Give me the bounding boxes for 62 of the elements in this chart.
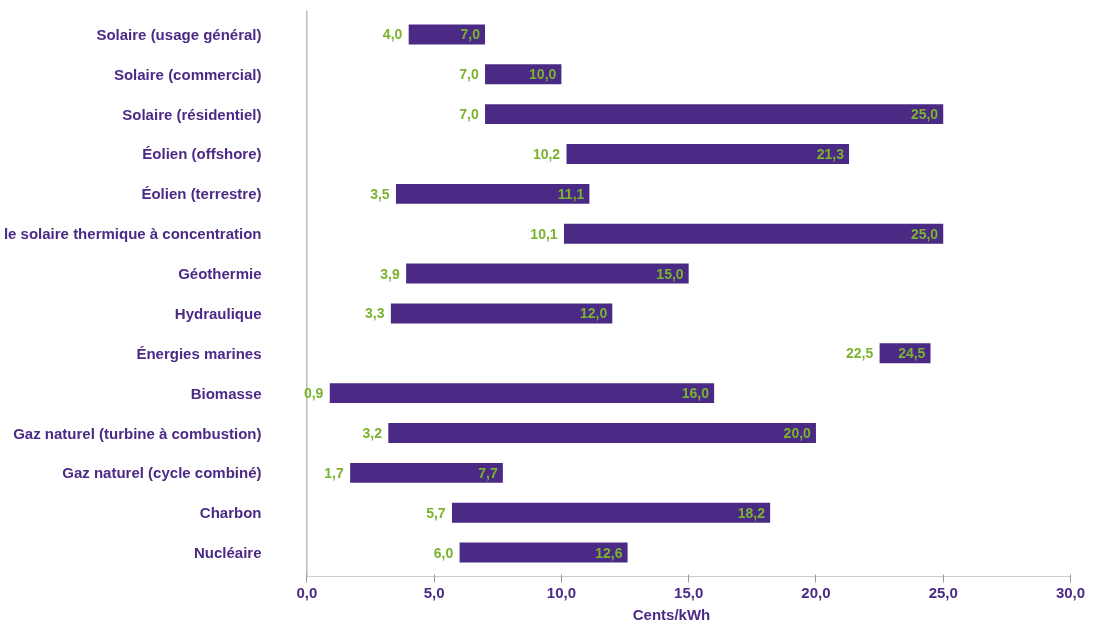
bar — [566, 144, 850, 164]
x-tick-label: 25,0 — [928, 583, 958, 601]
annotation: 3,3 — [365, 305, 385, 322]
annotation: 7,0 — [459, 106, 479, 123]
bar — [388, 423, 816, 443]
y-tick-label: Hydraulique — [174, 304, 262, 322]
annotation: 1,7 — [324, 464, 344, 481]
data-label: 21,3 — [816, 145, 845, 162]
x-tick-label: 20,0 — [801, 583, 831, 601]
data-label: 7,0 — [460, 26, 481, 43]
data-label: 16,0 — [681, 385, 710, 402]
bar — [406, 263, 689, 284]
y-tick-label: Nucléaire — [193, 544, 262, 562]
y-tick-label: Éolien (terrestre) — [141, 185, 262, 203]
y-tick-label: Charbon — [199, 504, 262, 522]
bar — [390, 303, 613, 324]
data-label: 12,0 — [579, 305, 608, 322]
data-label: 11,1 — [557, 185, 585, 202]
bar — [451, 502, 771, 523]
x-axis-title: Cents/kWh — [632, 605, 711, 623]
data-label: 10,0 — [529, 66, 557, 83]
bar — [395, 183, 590, 204]
bar — [350, 462, 503, 483]
y-tick-label: Gaz naturel (turbine à combustion) — [13, 424, 262, 442]
y-tick-label: Solaire (usage général) — [96, 25, 262, 43]
annotation: 7,0 — [459, 66, 479, 83]
y-tick-label: Solaire (commercial) — [113, 65, 262, 83]
y-tick-label: Biomasse — [190, 384, 262, 402]
x-tick-label: 15,0 — [674, 583, 704, 601]
y-tick-label: Énergies marines — [136, 344, 262, 362]
annotation: 4,0 — [382, 26, 403, 43]
data-label: 24,5 — [898, 345, 926, 362]
data-label: 20,0 — [783, 425, 812, 442]
annotation: 5,7 — [426, 504, 446, 521]
annotation: 3,2 — [362, 425, 383, 442]
y-tick-label: Éolien (offshore) — [142, 145, 262, 163]
data-label: 12,6 — [595, 544, 623, 561]
data-label: 7,7 — [478, 464, 498, 481]
x-tick-label: 30,0 — [1055, 583, 1086, 601]
bar — [408, 24, 486, 45]
y-tick-label: Gaz naturel (cycle combiné) — [62, 464, 262, 482]
annotation: 3,9 — [380, 265, 400, 282]
x-tick-label: 10,0 — [546, 583, 577, 601]
bar — [329, 383, 715, 404]
x-tick-label: 5,0 — [423, 583, 445, 601]
data-label: 18,2 — [737, 504, 766, 521]
annotation: 3,5 — [370, 185, 390, 202]
annotation: 22,5 — [845, 345, 874, 362]
annotation: 10,2 — [532, 145, 561, 162]
y-tick-label: le solaire thermique à concentration — [3, 225, 262, 243]
x-tick-label: 0,0 — [296, 583, 318, 601]
y-tick-label: Solaire (résidentiel) — [122, 105, 262, 123]
bar — [563, 223, 944, 244]
data-label: 25,0 — [910, 225, 939, 242]
annotation: 10,1 — [530, 225, 558, 242]
y-tick-label: Géothermie — [178, 265, 262, 283]
bar — [459, 542, 628, 563]
annotation: 6,0 — [433, 544, 454, 561]
annotation: 0,9 — [303, 385, 324, 402]
bar — [485, 104, 944, 125]
data-label: 15,0 — [656, 265, 684, 282]
data-label: 25,0 — [910, 106, 939, 123]
